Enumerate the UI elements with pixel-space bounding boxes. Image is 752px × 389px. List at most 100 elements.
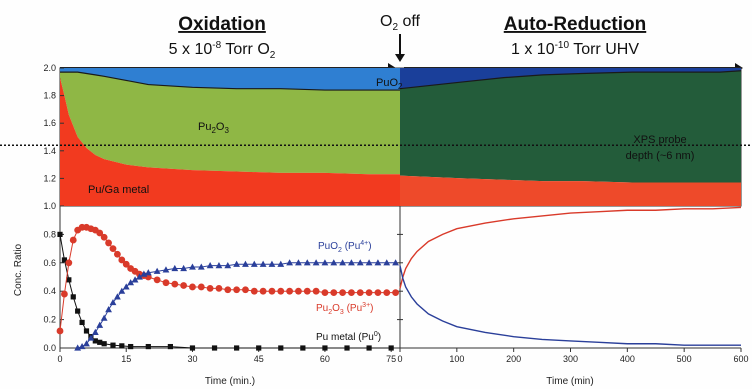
- puo2-point: [277, 260, 285, 267]
- puo2-point: [144, 269, 152, 276]
- puo2-point: [242, 260, 249, 267]
- bottom-xtick-label-right: 400: [620, 354, 635, 364]
- reduction-puo2-area: [400, 68, 741, 89]
- pu2o3-point: [242, 286, 249, 294]
- bottom-x-ticks-right: 100 200 300 400 500 600 0: [397, 348, 749, 364]
- puo2-point: [127, 279, 135, 286]
- oxidation-boundary-line: [60, 71, 400, 91]
- puo2-point: [171, 264, 179, 272]
- top-panel: PuO2 Pu2O3 Pu/Ga metal XPS probe depth (…: [0, 63, 752, 211]
- puo2-point: [136, 273, 143, 280]
- bottom-xtick-label-right: 200: [506, 354, 521, 364]
- puo2-point: [180, 264, 188, 272]
- bottom-ytick-label: 0.6: [43, 258, 56, 268]
- puo2-point: [189, 263, 196, 270]
- reduction-boundary-line: [399, 70, 742, 90]
- metal-series-label: Pu metal (Pu0): [316, 331, 381, 343]
- bottom-panel: 0.0 0.2 0.4 0.6 0.8 0 15 30 45 60 75 100 200 300 400…: [13, 206, 749, 387]
- puo2-point: [197, 263, 205, 270]
- puo2-point: [78, 342, 86, 350]
- puo2-point: [114, 293, 121, 300]
- bottom-xtick-label-left: 15: [121, 354, 131, 364]
- metal-point: [189, 345, 196, 351]
- pu2o3-point: [197, 283, 205, 291]
- metal-point: [83, 328, 90, 334]
- puo2-point: [215, 262, 223, 269]
- reduction-metal-area: [400, 175, 741, 206]
- pu2o3-point: [374, 289, 382, 297]
- pu2o3-point: [259, 287, 267, 295]
- metal-point: [256, 345, 262, 351]
- metal-point: [97, 339, 103, 345]
- pu2o3-point: [233, 286, 241, 294]
- timeline-arrows: [60, 34, 743, 73]
- oxidation-metal-area: [60, 77, 400, 206]
- reduction-subtitle: 1 x 10-10 Torr UHV: [511, 40, 639, 58]
- oxidation-puo2-area: [60, 68, 400, 91]
- oxidation-pu2o3-area: [60, 72, 400, 175]
- puo2-point: [321, 259, 329, 266]
- pu2o3-point: [180, 282, 188, 289]
- puo2-point: [131, 276, 139, 283]
- metal-point: [61, 257, 68, 263]
- puo2-point: [206, 262, 214, 269]
- puo2-point: [330, 259, 338, 266]
- pu2o3_reduction-line: [399, 206, 742, 289]
- pu2o3-point: [348, 289, 355, 297]
- pu2o3-point: [153, 276, 161, 284]
- bottom-xtick-label-right: 100: [449, 354, 464, 364]
- pu2o3-point: [339, 289, 346, 297]
- xps-label-line2: depth (~6 nm): [626, 150, 695, 162]
- top-y-ticks: 1.0 1.2 1.4 1.6 1.8 2.0: [43, 63, 64, 211]
- pu2o3-point: [392, 289, 399, 297]
- top-ytick-label: 1.8: [43, 91, 56, 101]
- pu2o3-point: [268, 287, 276, 295]
- puo2-point: [339, 259, 346, 266]
- puo2-point: [356, 259, 364, 266]
- puo2-point: [122, 283, 130, 290]
- pu2o3-point: [356, 289, 364, 297]
- top-ytick-label: 1.4: [43, 146, 56, 156]
- pu2o3-region-label: Pu2O3: [198, 121, 229, 135]
- reduction-title: Auto-Reduction: [504, 14, 646, 35]
- puo2-point: [392, 259, 399, 266]
- metal-point: [145, 343, 151, 350]
- metal-point: [211, 345, 218, 351]
- puo2-point: [233, 260, 241, 267]
- oxidation-title: Oxidation: [178, 14, 266, 35]
- metal-point: [388, 345, 394, 351]
- puo2-point: [83, 340, 90, 347]
- pu2o3-series-label: Pu2O3 (Pu3+): [316, 302, 374, 316]
- metal-point: [92, 338, 98, 344]
- puo2-point: [96, 321, 104, 328]
- bottom-xtick-label-left: 30: [187, 354, 197, 364]
- puo2-point: [295, 259, 302, 266]
- metal-point: [75, 308, 81, 314]
- puo2-point: [87, 334, 95, 341]
- top-ytick-label: 1.6: [43, 118, 56, 128]
- metal-point: [101, 341, 107, 347]
- puo2-point: [365, 259, 373, 266]
- bottom-ytick-label: 0.0: [43, 343, 56, 353]
- metal-point: [57, 231, 63, 237]
- metal-point: [300, 345, 306, 351]
- o2-off-label: O2 off: [380, 13, 421, 33]
- pu2o3-point: [162, 279, 170, 287]
- bottom-xtick-label-left: 75: [386, 354, 396, 364]
- puo2-point: [383, 259, 391, 266]
- puo2_reduction-line: [399, 265, 741, 346]
- top-ytick-label: 2.0: [43, 63, 56, 73]
- metal-point: [322, 345, 328, 351]
- x-axis-label-right: Time (min): [546, 376, 593, 387]
- bottom-ytick-label: 0.4: [43, 286, 56, 296]
- pu2o3-point: [65, 259, 73, 267]
- metal-point: [366, 345, 372, 351]
- pu2o3-point: [250, 287, 258, 295]
- puo2-point: [303, 259, 311, 266]
- puo2-point: [268, 260, 276, 267]
- puo2-point: [91, 328, 99, 335]
- puo2-point: [348, 259, 355, 266]
- pu2o3-point: [189, 283, 196, 291]
- puo2-point: [109, 298, 117, 306]
- puo2-point: [224, 262, 232, 269]
